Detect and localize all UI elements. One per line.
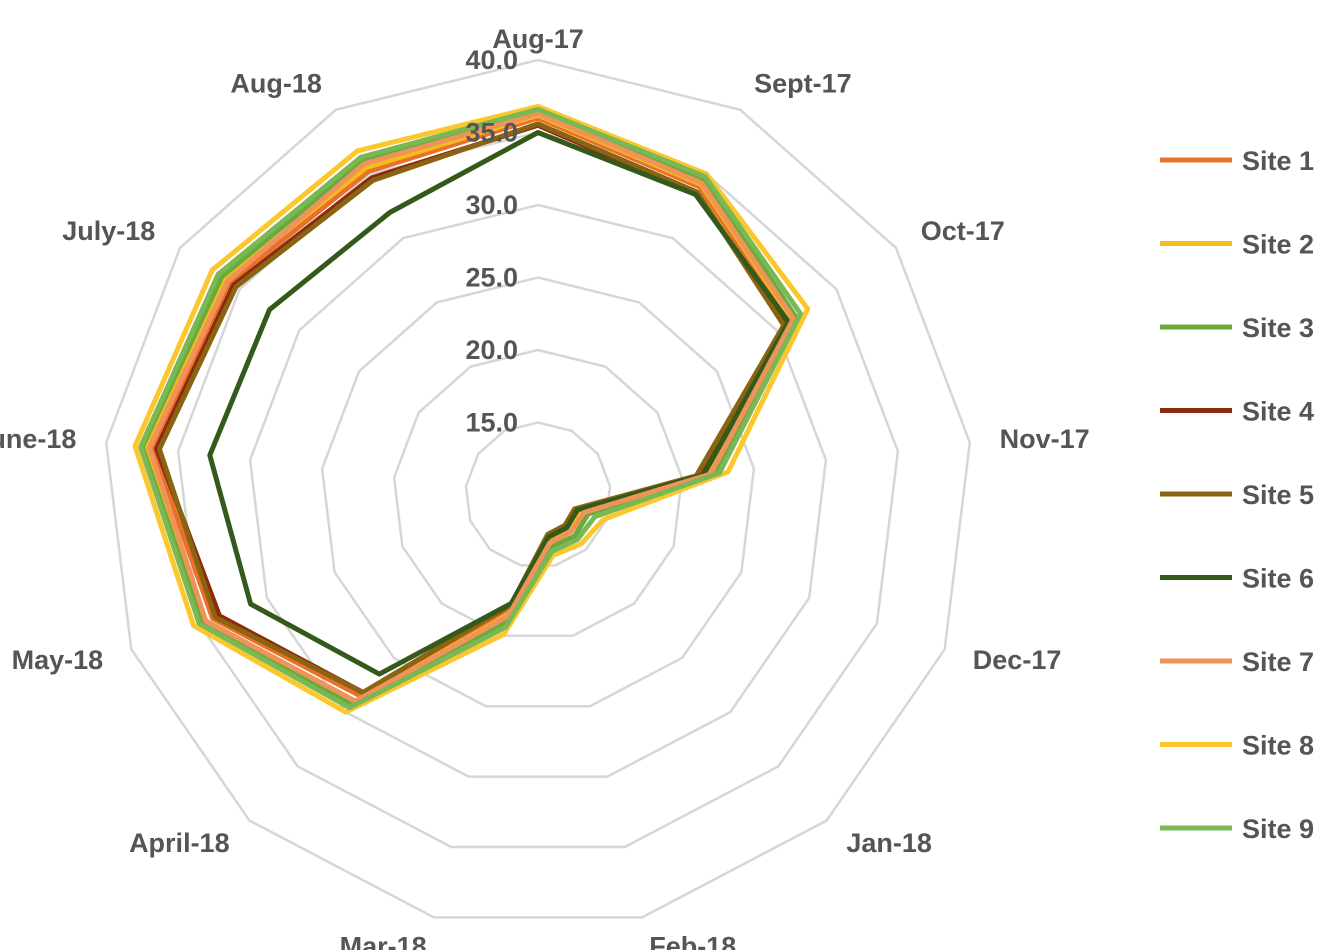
legend: Site 1 Site 2 Site 3 Site 4 Site 5 Site 6 Site… xyxy=(1160,146,1314,844)
category-label: Oct-17 xyxy=(921,216,1005,246)
grid-ring xyxy=(320,276,756,708)
legend-label: Site 4 xyxy=(1242,397,1314,427)
tick-label: 15.0 xyxy=(465,408,518,438)
category-label: May-18 xyxy=(12,645,104,675)
legend-label: Site 1 xyxy=(1242,146,1314,176)
radar-grid xyxy=(104,58,972,919)
category-label: Aug-18 xyxy=(230,68,322,98)
grid-ring xyxy=(392,348,684,638)
grid-ring xyxy=(464,421,612,567)
series-line-site-9 xyxy=(138,106,803,711)
legend-label: Site 9 xyxy=(1242,814,1314,844)
category-label: June-18 xyxy=(0,424,76,454)
legend-label: Site 2 xyxy=(1242,230,1314,260)
tick-label: 40.0 xyxy=(465,45,518,75)
series-line-site-8 xyxy=(132,103,811,715)
series-line-site-6 xyxy=(207,130,792,677)
radial-tick-labels: 15.0 20.0 25.0 30.0 35.0 40.0 xyxy=(465,45,518,438)
legend-label: Site 3 xyxy=(1242,313,1314,343)
category-label: Sept-17 xyxy=(754,68,852,98)
category-label: July-18 xyxy=(62,216,155,246)
category-label: Feb-18 xyxy=(649,932,736,950)
category-label: April-18 xyxy=(129,828,230,858)
legend-label: Site 6 xyxy=(1242,564,1314,594)
category-label: Dec-17 xyxy=(973,645,1062,675)
radar-series xyxy=(132,103,811,715)
category-label: Mar-18 xyxy=(340,932,427,950)
grid-ring xyxy=(176,131,900,849)
tick-label: 20.0 xyxy=(465,335,518,365)
category-label: Jan-18 xyxy=(846,828,932,858)
tick-label: 25.0 xyxy=(465,263,518,293)
category-label: Nov-17 xyxy=(1000,424,1090,454)
series-line-site-7 xyxy=(146,111,796,704)
legend-label: Site 7 xyxy=(1242,647,1314,677)
tick-label: 35.0 xyxy=(465,118,518,148)
legend-label: Site 8 xyxy=(1242,731,1314,761)
tick-label: 30.0 xyxy=(465,190,518,220)
category-label: Aug-17 xyxy=(492,24,584,54)
grid-ring xyxy=(104,58,972,919)
category-labels: Aug-17 Sept-17 Oct-17 Nov-17 Dec-17 Jan-18 Feb… xyxy=(0,24,1090,950)
legend-label: Site 5 xyxy=(1242,480,1314,510)
